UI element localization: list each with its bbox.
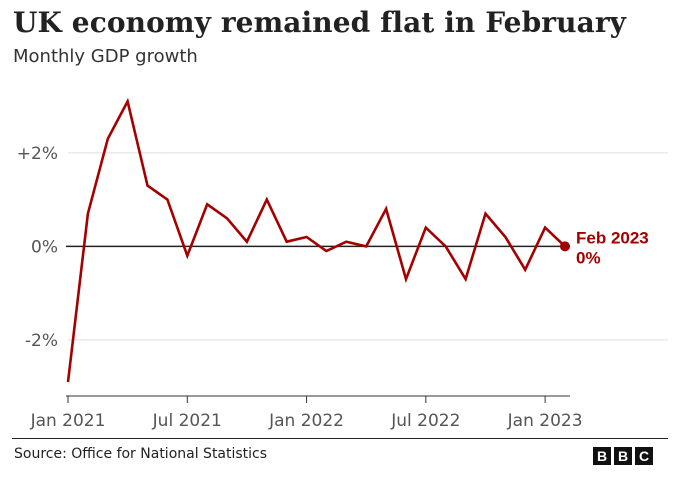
data-points [67, 101, 566, 382]
source-note: Source: Office for National Statistics [14, 446, 268, 462]
x-ticks [67, 396, 546, 403]
x-tick-label: Jan 2022 [268, 411, 344, 431]
chart-subtitle: Monthly GDP growth [13, 46, 198, 67]
x-tick-labels: Jan 2021 Jul 2021 Jan 2022 Jul 2022 Jan 2023 [30, 411, 583, 431]
bbc-logo-block: C [635, 447, 653, 465]
x-tick-label: Jan 2021 [30, 411, 106, 431]
y-tick-labels: +2% 0% -2% [17, 144, 58, 351]
annotation-value-label: 0% [576, 248, 601, 267]
bbc-logo-block: B [593, 447, 611, 465]
bbc-logo-block: B [614, 447, 632, 465]
y-tick-label: 0% [31, 237, 58, 257]
x-tick-label: Jul 2021 [152, 411, 222, 431]
y-tick-label: +2% [17, 144, 58, 164]
line-chart: +2% 0% -2% Jan 2021 Jul 2021 Jan 2022 Jul 202… [17, 97, 668, 431]
annotation-period-label: Feb 2023 [576, 228, 649, 247]
gridlines [68, 152, 668, 341]
chart-title: UK economy remained flat in February [13, 6, 627, 39]
end-point-marker [560, 241, 570, 252]
bbc-logo: B B C [593, 447, 653, 465]
y-tick-label: -2% [25, 331, 58, 351]
x-tick-label: Jan 2023 [507, 411, 583, 431]
footer-divider [12, 438, 668, 439]
gdp-series-line [66, 97, 566, 383]
x-tick-label: Jul 2022 [390, 411, 460, 431]
